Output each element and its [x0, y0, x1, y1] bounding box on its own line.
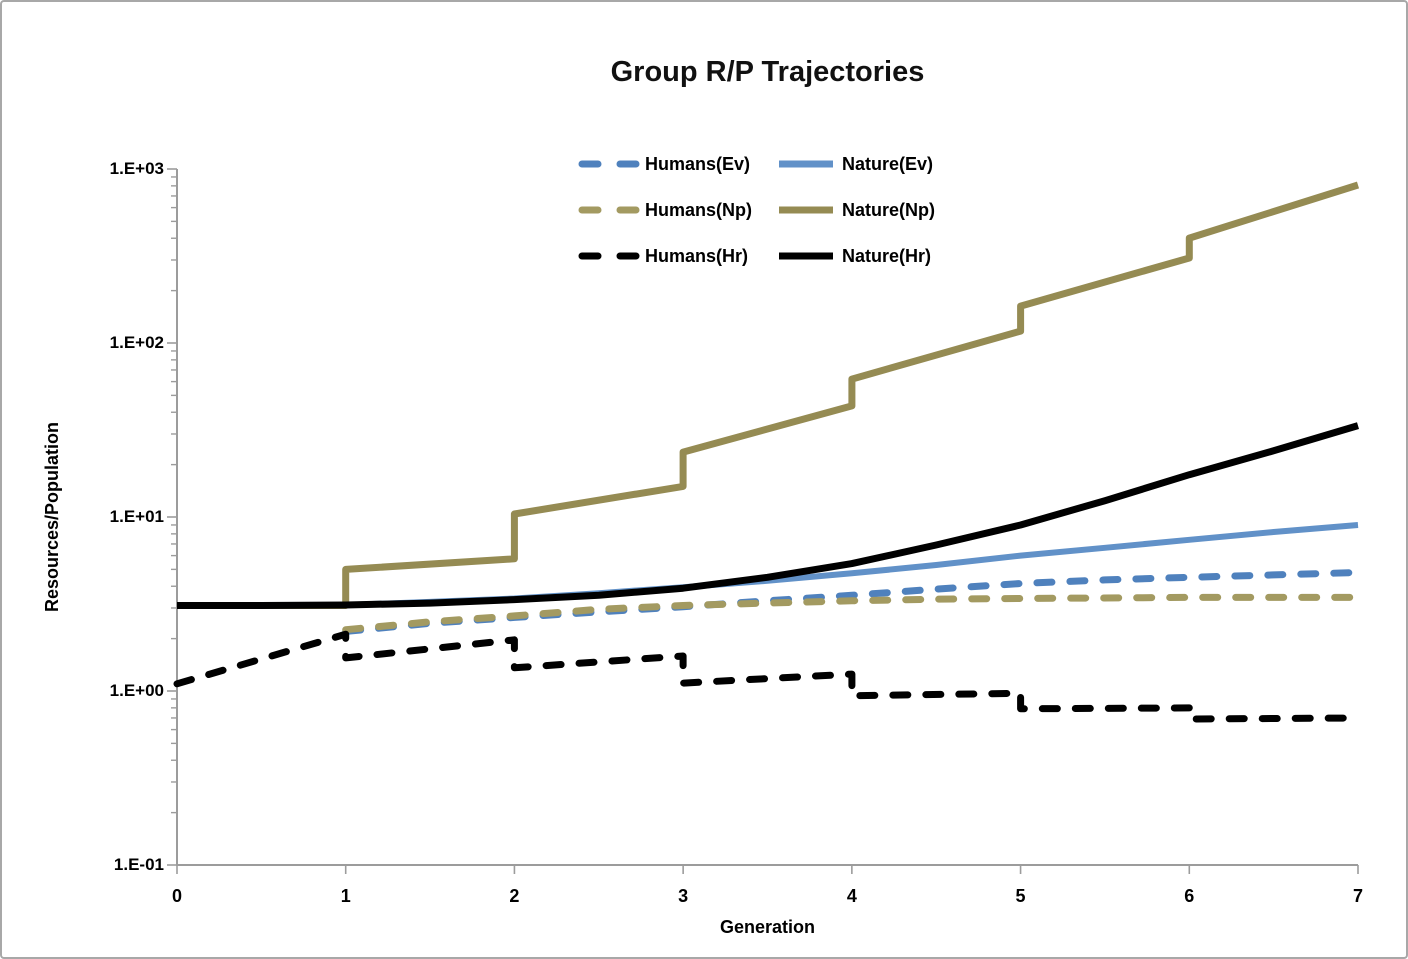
- x-tick-label: 1: [340, 886, 351, 906]
- x-tick-label: 0: [171, 886, 182, 906]
- y-tick-label: 1.E+00: [109, 681, 164, 700]
- legend-item-nature-np: Nature(Np): [775, 187, 935, 233]
- legend-item-humans-ev: Humans(Ev): [578, 141, 775, 187]
- x-tick-label: 6: [1184, 886, 1195, 906]
- legend-swatch-nature-hr: [779, 252, 833, 260]
- legend-label: Humans(Ev): [645, 153, 751, 174]
- y-tick-label: 1.E+01: [109, 507, 164, 526]
- series-line-humans-np: [342, 593, 1362, 634]
- legend-label: Nature(Ev): [842, 153, 934, 174]
- y-tick-label: 1.E+03: [109, 159, 164, 178]
- series-line-humans-hr: [173, 630, 1362, 723]
- legend-swatch-nature-np: [779, 206, 833, 214]
- legend-label: Nature(Np): [842, 199, 935, 220]
- legend-swatch-humans-ev: [578, 160, 640, 168]
- legend: Humans(Ev) Nature(Ev) Humans(Np) Nature(Np)…: [578, 141, 935, 279]
- legend-item-nature-hr: Nature(Hr): [775, 233, 935, 279]
- series-line-nature-ev: [177, 522, 1359, 609]
- chart-title: Group R/P Trajectories: [610, 56, 925, 88]
- legend-item-humans-np: Humans(Np): [578, 187, 775, 233]
- x-tick-label: 3: [678, 886, 689, 906]
- x-tick-label: 2: [509, 886, 520, 906]
- legend-label: Humans(Hr): [645, 245, 749, 266]
- legend-swatch-humans-np: [578, 206, 640, 214]
- legend-item-nature-ev: Nature(Ev): [775, 141, 935, 187]
- legend-label: Nature(Hr): [842, 245, 932, 266]
- series-line-nature-hr: [177, 422, 1360, 609]
- x-tick-label: 7: [1352, 886, 1363, 906]
- y-tick-label: 1.E-01: [113, 855, 164, 874]
- x-tick-label: 4: [846, 886, 857, 906]
- x-tick-label: 5: [1015, 886, 1026, 906]
- legend-label: Humans(Np): [645, 199, 752, 220]
- y-tick-label: 1.E+02: [109, 333, 164, 352]
- legend-item-humans-hr: Humans(Hr): [578, 233, 775, 279]
- x-axis-title: Generation: [719, 917, 816, 937]
- legend-swatch-nature-ev: [779, 160, 833, 168]
- series-line-nature-np: [177, 181, 1360, 609]
- legend-swatch-humans-hr: [578, 252, 640, 260]
